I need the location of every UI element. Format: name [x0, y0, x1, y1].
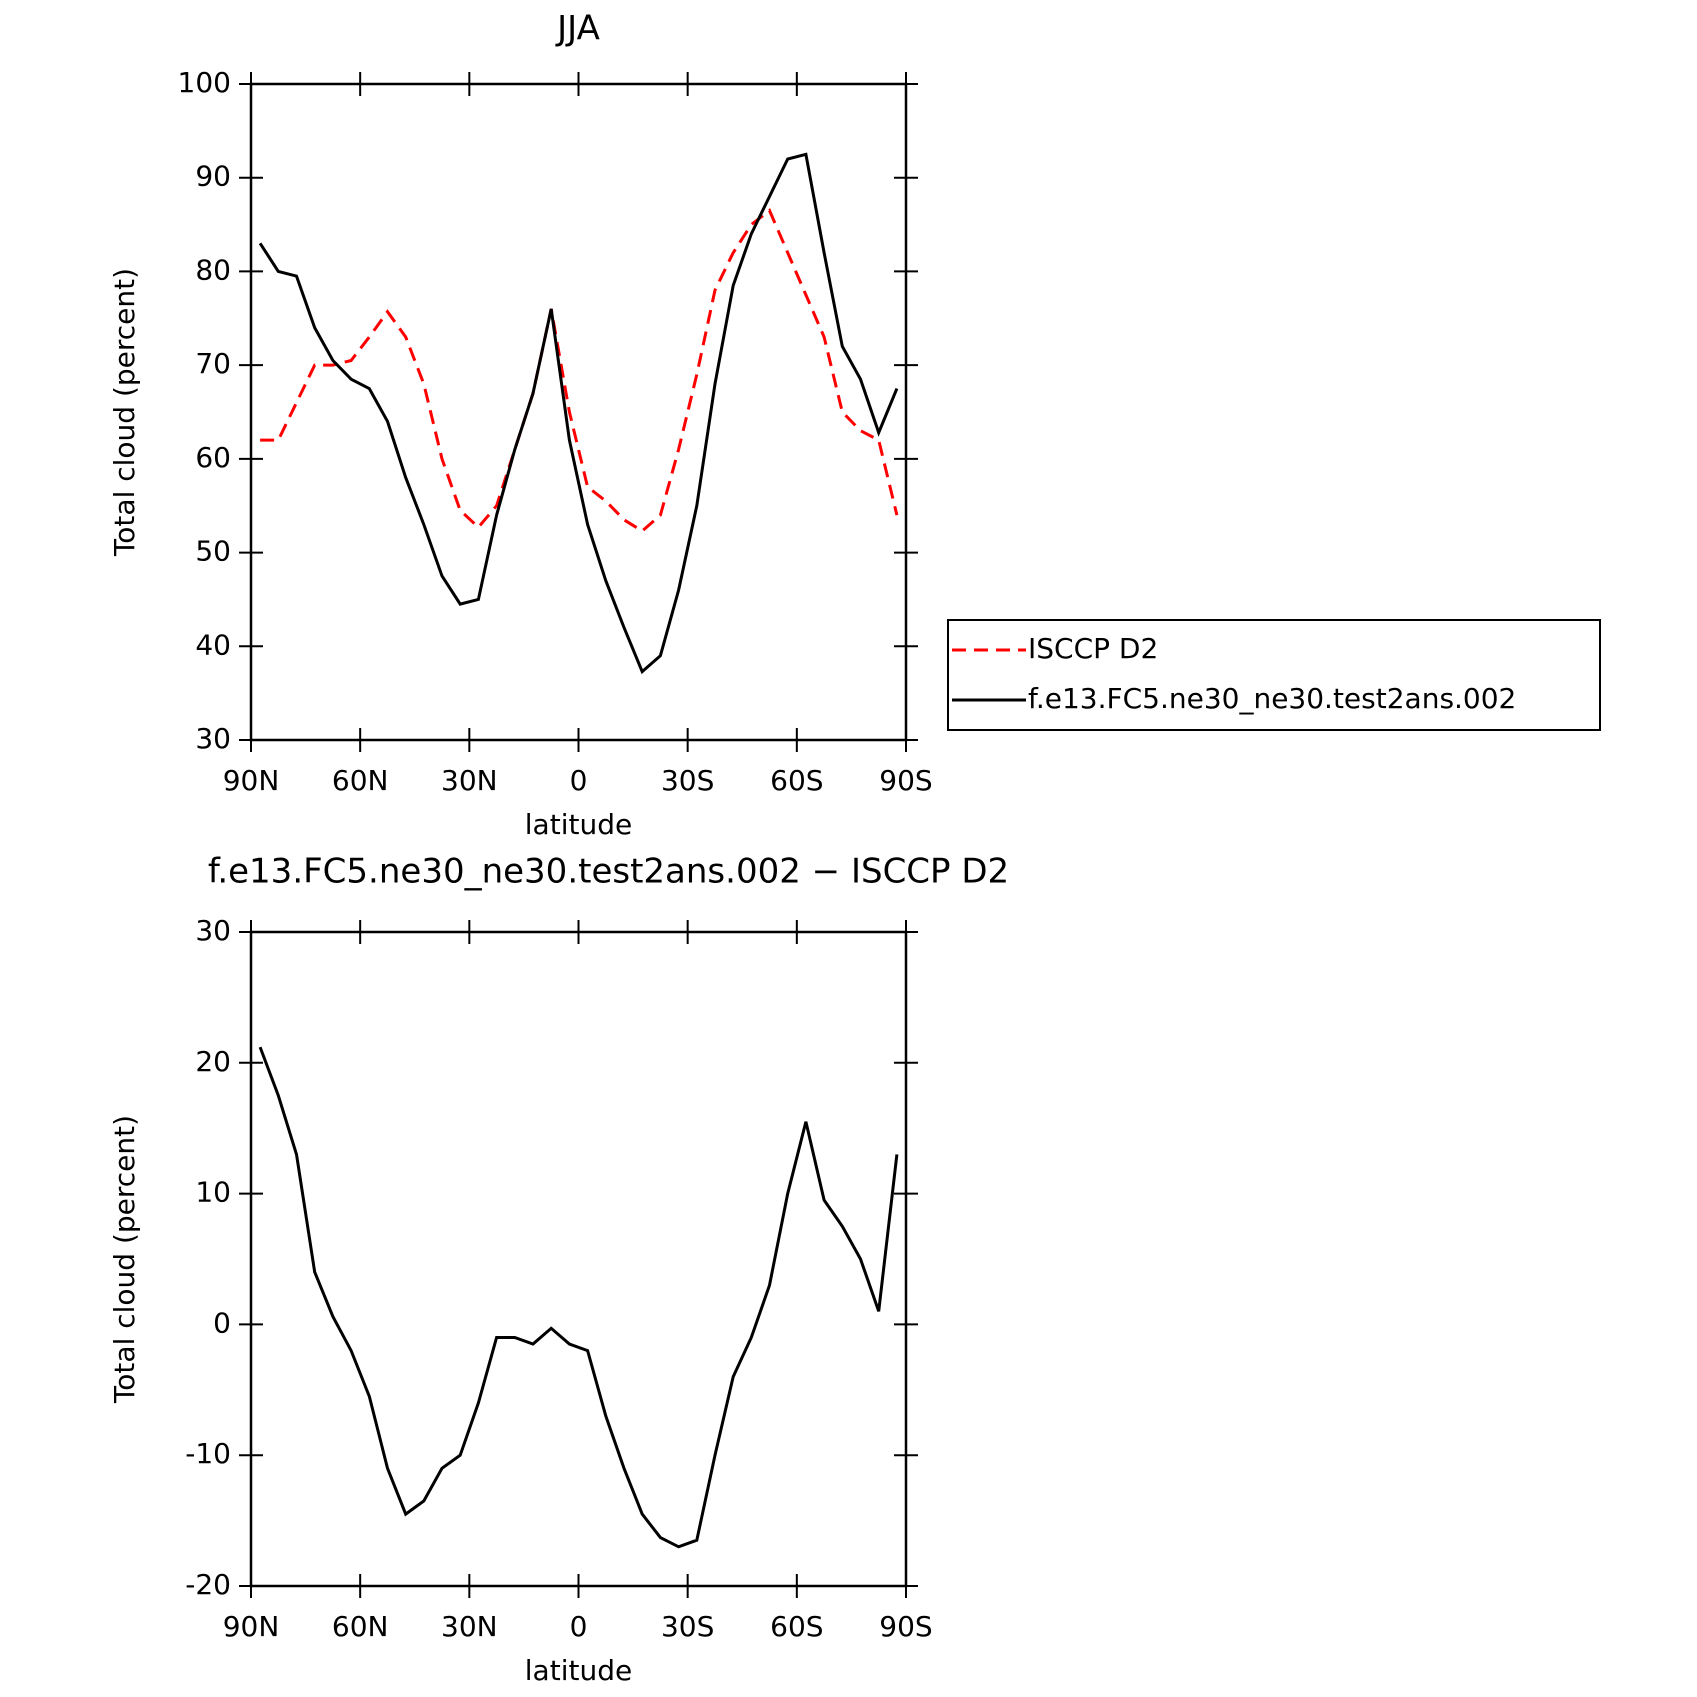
- y-tick-label: 10: [195, 1176, 231, 1209]
- x-axis-label: latitude: [525, 1654, 632, 1687]
- legend: ISCCP D2 f.e13.FC5.ne30_ne30.test2ans.002: [947, 619, 1601, 731]
- chart-panel: -20 -10 0 10 20 30 90N 60N 30N 0 30S 60S 90S f.e13.FC…: [108, 852, 1009, 1688]
- x-tick-label: 30S: [661, 1610, 714, 1643]
- y-tick-label: 60: [195, 441, 231, 474]
- legend-label: ISCCP D2: [1028, 632, 1158, 665]
- y-axis-label: Total cloud (percent): [108, 268, 141, 557]
- x-tick-label: 30S: [661, 764, 714, 797]
- x-tick-label: 90N: [223, 1610, 280, 1643]
- y-tick-label: 90: [195, 160, 231, 193]
- y-tick-label: -20: [185, 1568, 231, 1601]
- y-tick-label: -10: [185, 1437, 231, 1470]
- data-line: [258, 152, 899, 675]
- y-tick-label: 30: [195, 914, 231, 947]
- y-tick-label: 100: [178, 66, 231, 99]
- x-tick-label: 60N: [332, 1610, 389, 1643]
- plot-frame: [249, 930, 908, 1588]
- x-tick-label: 60S: [770, 1610, 823, 1643]
- data-line: [258, 1046, 899, 1549]
- x-tick-label: 90S: [879, 1610, 932, 1643]
- x-tick-label: 60N: [332, 764, 389, 797]
- y-tick-label: 40: [195, 628, 231, 661]
- x-tick-label: 90N: [223, 764, 280, 797]
- y-tick-label: 20: [195, 1045, 231, 1078]
- y-tick-label: 80: [195, 253, 231, 286]
- data-line: [260, 208, 899, 533]
- legend-label: f.e13.FC5.ne30_ne30.test2ans.002: [1028, 682, 1516, 715]
- x-tick-label: 60S: [770, 764, 823, 797]
- y-tick-label: 30: [195, 722, 231, 755]
- x-axis-label: latitude: [525, 808, 632, 841]
- chart-title: JJA: [555, 9, 600, 49]
- chart-panel: 30 40 50 60 70 80 90 100 90N 60N 30N 0 30S 60S 90S JJA l…: [108, 9, 1601, 841]
- x-tick-label: 90S: [879, 764, 932, 797]
- plot-frame: [249, 82, 908, 742]
- x-tick-label: 0: [570, 764, 588, 797]
- y-tick-label: 70: [195, 347, 231, 380]
- x-tick-label: 30N: [441, 1610, 498, 1643]
- y-axis-label: Total cloud (percent): [108, 1115, 141, 1404]
- chart-title: f.e13.FC5.ne30_ne30.test2ans.002 − ISCCP…: [208, 852, 1009, 892]
- x-tick-label: 0: [570, 1610, 588, 1643]
- x-tick-label: 30N: [441, 764, 498, 797]
- legend-frame: [947, 619, 1601, 731]
- y-tick-label: 0: [213, 1306, 231, 1339]
- y-tick-label: 50: [195, 535, 231, 568]
